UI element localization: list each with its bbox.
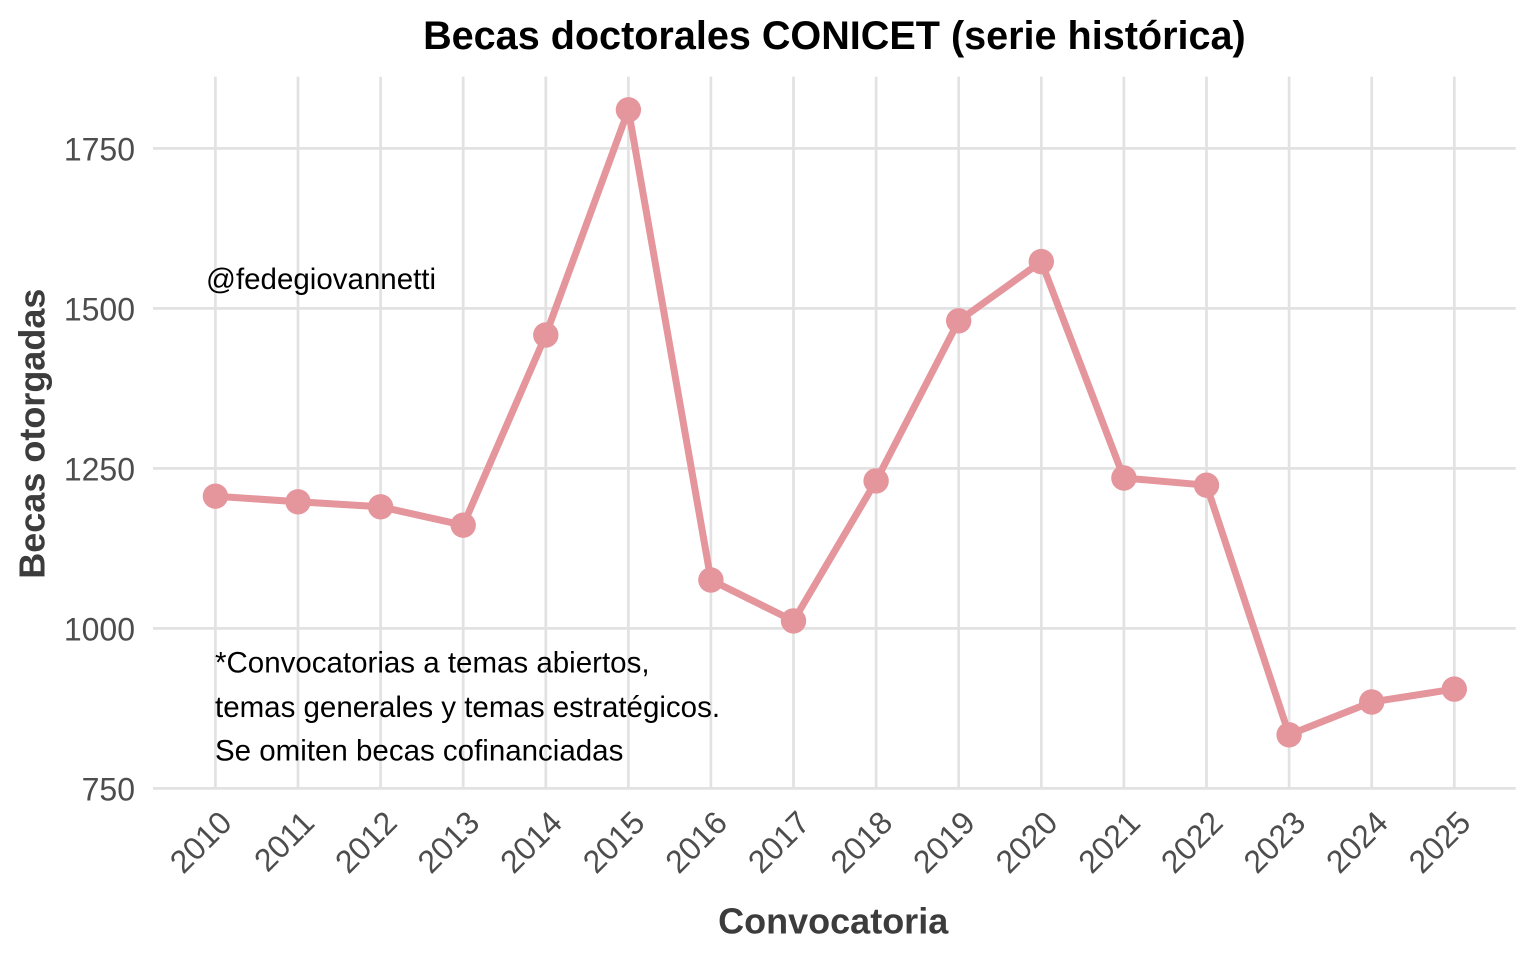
svg-text:Becas otorgadas: Becas otorgadas — [12, 289, 53, 579]
svg-text:1750: 1750 — [64, 132, 135, 168]
svg-text:750: 750 — [82, 772, 135, 808]
svg-text:1250: 1250 — [64, 452, 135, 488]
svg-text:@fedegiovannetti: @fedegiovannetti — [206, 263, 436, 296]
svg-text:1000: 1000 — [64, 612, 135, 648]
svg-text:Se omiten becas cofinanciadas: Se omiten becas cofinanciadas — [215, 734, 623, 767]
svg-text:1500: 1500 — [64, 292, 135, 328]
svg-text:temas generales y temas estrat: temas generales y temas estratégicos. — [215, 691, 720, 724]
svg-text:Becas doctorales CONICET (seri: Becas doctorales CONICET (serie históric… — [423, 14, 1246, 58]
svg-text:*Convocatorias a temas abierto: *Convocatorias a temas abiertos, — [215, 647, 650, 680]
svg-text:Convocatoria: Convocatoria — [718, 900, 949, 941]
